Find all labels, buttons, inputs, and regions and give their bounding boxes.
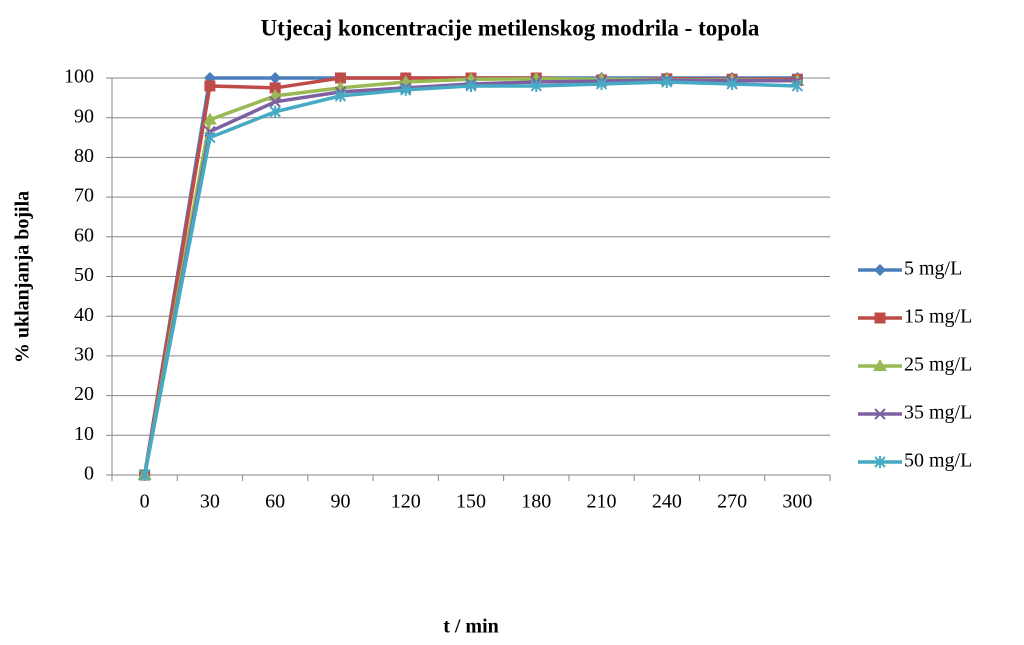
data-point — [202, 112, 217, 125]
y-tick-label: 0 — [84, 463, 94, 485]
legend-marker — [874, 456, 886, 468]
y-tick-label: 20 — [74, 383, 94, 405]
y-tick-label: 90 — [74, 105, 94, 127]
series-line — [142, 78, 798, 476]
legend-marker — [874, 264, 886, 276]
chart-title: Utjecaj koncentracije metilenskog modril… — [261, 15, 760, 40]
data-point — [791, 79, 804, 92]
data-point — [204, 80, 216, 92]
x-tick-label: 210 — [587, 491, 617, 513]
data-point — [334, 89, 347, 102]
data-point — [530, 79, 542, 92]
data-point — [269, 72, 282, 84]
data-point — [465, 79, 477, 92]
y-tick-label: 30 — [74, 343, 94, 365]
data-point — [138, 469, 151, 481]
legend-label: 15 mg/L — [904, 306, 972, 328]
y-axis-title: % uklanjanja bojila — [12, 191, 34, 363]
legend-marker — [874, 408, 886, 420]
x-tick-label: 30 — [200, 491, 220, 513]
y-tick-label: 60 — [74, 224, 94, 246]
y-tick-label: 10 — [74, 423, 94, 445]
y-tick-label: 80 — [74, 145, 94, 167]
data-point — [595, 77, 608, 90]
x-tick-label: 240 — [652, 491, 682, 513]
x-tick-label: 120 — [391, 491, 421, 513]
y-tick-label: 100 — [64, 66, 94, 88]
data-point — [269, 96, 281, 108]
data-point — [726, 77, 738, 90]
data-point — [269, 82, 281, 94]
series-line — [142, 80, 798, 476]
legend-label: 5 mg/L — [904, 258, 962, 280]
data-point — [661, 75, 673, 88]
data-point — [204, 131, 216, 144]
legend-marker — [873, 359, 887, 371]
y-tick-label: 70 — [74, 185, 94, 207]
legend-marker — [874, 312, 886, 324]
x-tick-label: 270 — [717, 491, 747, 513]
legend-label: 35 mg/L — [904, 402, 972, 424]
x-tick-label: 90 — [330, 491, 350, 513]
data-point — [333, 80, 348, 93]
x-tick-label: 60 — [265, 491, 285, 513]
legend-label: 25 mg/L — [904, 354, 972, 376]
x-axis-title: t / min — [443, 616, 499, 638]
y-tick-label: 40 — [74, 304, 94, 326]
x-tick-label: 180 — [521, 491, 551, 513]
x-tick-label: 150 — [456, 491, 486, 513]
x-tick-label: 0 — [140, 491, 150, 513]
data-point — [269, 105, 281, 118]
x-tick-label: 300 — [782, 491, 812, 513]
y-tick-label: 50 — [74, 264, 94, 286]
data-point — [400, 83, 412, 96]
legend-label: 50 mg/L — [904, 450, 972, 472]
data-point — [334, 72, 346, 84]
